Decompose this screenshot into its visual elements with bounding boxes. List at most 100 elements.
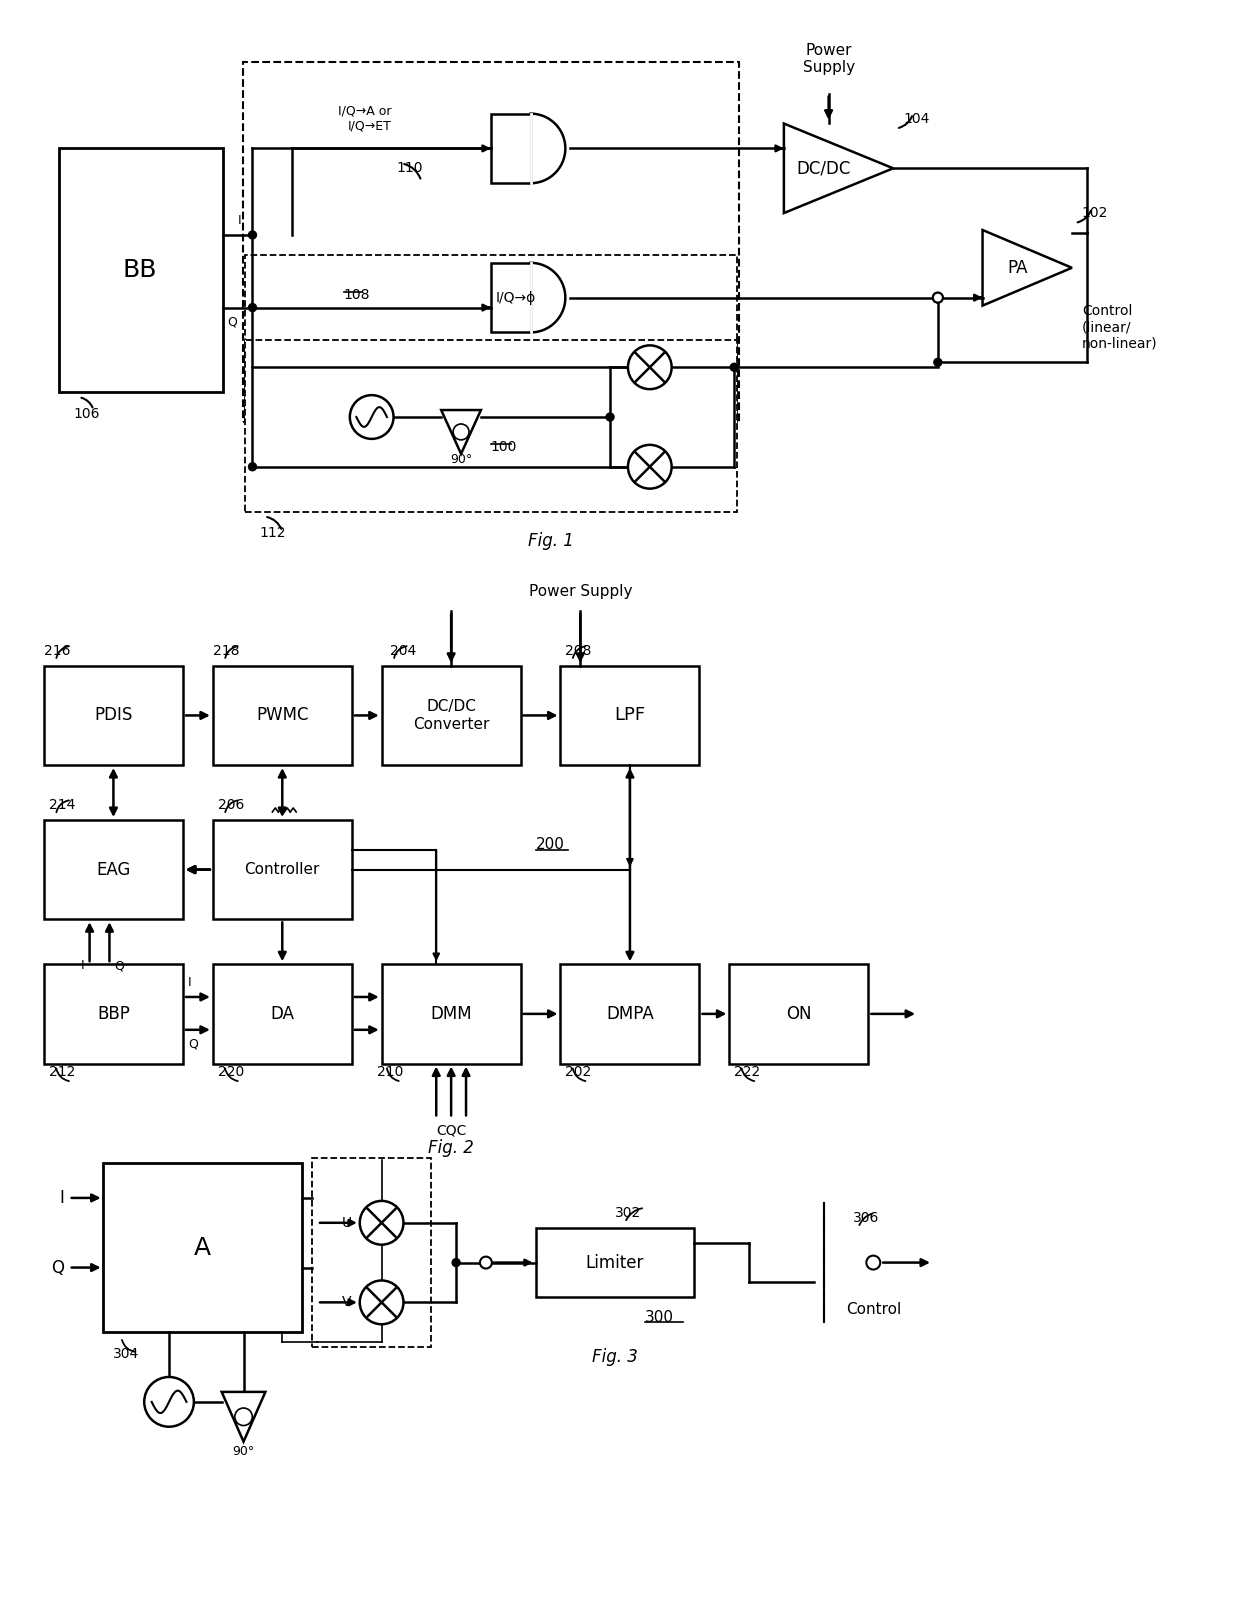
Text: 212: 212	[48, 1065, 76, 1079]
Text: PWMC: PWMC	[255, 706, 309, 724]
Text: 108: 108	[343, 288, 371, 301]
Text: I: I	[58, 1190, 63, 1207]
Circle shape	[453, 424, 469, 440]
Circle shape	[934, 359, 942, 367]
Circle shape	[867, 1255, 880, 1270]
Bar	[560, 666, 699, 765]
Bar	[43, 964, 184, 1063]
Polygon shape	[441, 410, 481, 453]
Text: 210: 210	[377, 1065, 403, 1079]
Text: Power
Supply: Power Supply	[802, 43, 854, 75]
Circle shape	[360, 1201, 403, 1244]
Text: 200: 200	[536, 837, 564, 852]
Bar	[213, 820, 352, 919]
Text: Q: Q	[114, 959, 124, 972]
Bar	[729, 964, 868, 1063]
Bar	[312, 1158, 432, 1346]
Text: 300: 300	[645, 1310, 673, 1324]
Circle shape	[350, 395, 393, 439]
Bar	[536, 1228, 694, 1297]
Circle shape	[730, 363, 738, 371]
Text: EAG: EAG	[97, 861, 130, 879]
Bar	[382, 964, 521, 1063]
Text: 214: 214	[48, 797, 76, 812]
Text: 102: 102	[1081, 207, 1109, 219]
Bar	[213, 964, 352, 1063]
Text: DA: DA	[270, 1005, 294, 1023]
Text: 222: 222	[734, 1065, 760, 1079]
Text: CQC: CQC	[436, 1124, 466, 1137]
Bar	[560, 964, 699, 1063]
Bar	[244, 341, 738, 511]
Circle shape	[627, 346, 672, 389]
Circle shape	[627, 445, 672, 488]
Text: 202: 202	[565, 1065, 591, 1079]
Text: DMPA: DMPA	[606, 1005, 653, 1023]
Circle shape	[606, 413, 614, 421]
Text: DC/DC
Converter: DC/DC Converter	[413, 700, 490, 732]
Text: Limiter: Limiter	[585, 1254, 645, 1271]
Text: 106: 106	[73, 407, 100, 421]
Text: 112: 112	[259, 527, 286, 541]
Text: 218: 218	[213, 644, 239, 658]
Circle shape	[248, 463, 257, 471]
Text: 208: 208	[565, 644, 591, 658]
Text: 110: 110	[397, 162, 423, 175]
Text: BBP: BBP	[97, 1005, 130, 1023]
Text: ON: ON	[786, 1005, 811, 1023]
Text: Fig. 1: Fig. 1	[527, 533, 573, 551]
Text: 104: 104	[903, 112, 930, 125]
Circle shape	[453, 1258, 460, 1266]
Polygon shape	[784, 123, 893, 213]
Text: LPF: LPF	[614, 706, 646, 724]
Text: Control
(linear/
non-linear): Control (linear/ non-linear)	[1081, 304, 1157, 351]
Text: Fig. 3: Fig. 3	[591, 1348, 637, 1366]
Circle shape	[480, 1257, 492, 1268]
Text: 90°: 90°	[450, 453, 472, 466]
Text: Power Supply: Power Supply	[528, 584, 632, 599]
Text: BB: BB	[123, 258, 157, 282]
Text: Control: Control	[846, 1302, 901, 1318]
Bar	[58, 149, 223, 392]
Circle shape	[248, 304, 257, 312]
Text: I: I	[188, 977, 191, 989]
Bar	[382, 666, 521, 765]
Text: PDIS: PDIS	[94, 706, 133, 724]
Text: Fig. 2: Fig. 2	[428, 1140, 474, 1158]
Polygon shape	[491, 114, 531, 183]
Polygon shape	[491, 263, 531, 333]
Text: I: I	[238, 215, 242, 227]
Bar	[243, 62, 739, 423]
Bar	[103, 1162, 303, 1332]
Bar	[244, 255, 738, 423]
Polygon shape	[982, 231, 1071, 306]
Text: 90°: 90°	[232, 1446, 254, 1459]
Text: V: V	[342, 1295, 352, 1310]
Circle shape	[248, 231, 257, 239]
Text: 304: 304	[113, 1346, 140, 1361]
Text: A: A	[195, 1236, 211, 1260]
Text: Q: Q	[188, 1037, 198, 1050]
Bar	[213, 666, 352, 765]
Text: I: I	[81, 959, 84, 972]
Text: 302: 302	[615, 1206, 641, 1220]
Text: Controller: Controller	[244, 861, 320, 877]
Text: Q: Q	[228, 315, 238, 328]
Text: 206: 206	[218, 797, 244, 812]
Text: 216: 216	[43, 644, 71, 658]
Text: Q: Q	[51, 1258, 63, 1276]
Text: I/Q→A or
I/Q→ET: I/Q→A or I/Q→ET	[339, 104, 392, 133]
Text: I/Q→ϕ: I/Q→ϕ	[496, 291, 536, 304]
Text: 100: 100	[491, 440, 517, 455]
Text: DC/DC: DC/DC	[796, 160, 851, 178]
Bar	[43, 820, 184, 919]
Text: DMM: DMM	[430, 1005, 472, 1023]
Circle shape	[144, 1377, 193, 1426]
Text: 204: 204	[389, 644, 415, 658]
Polygon shape	[222, 1391, 265, 1441]
Bar	[43, 666, 184, 765]
Text: 220: 220	[218, 1065, 244, 1079]
Circle shape	[234, 1407, 252, 1425]
Circle shape	[932, 293, 942, 303]
Text: PA: PA	[1007, 259, 1028, 277]
